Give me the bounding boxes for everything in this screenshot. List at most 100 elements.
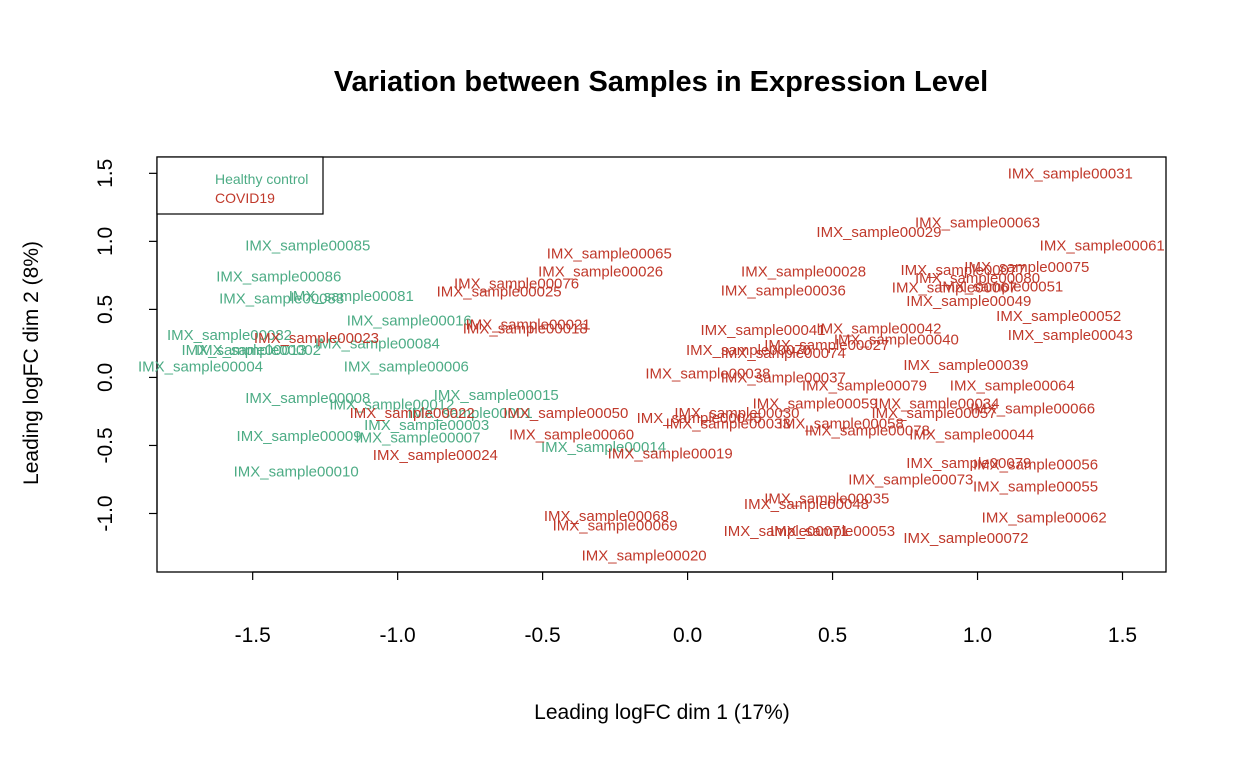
sample-point-label: IMX_sample00060 [509,427,634,444]
x-tick-label: 0.0 [673,624,702,647]
sample-point-label: IMX_sample00027 [764,337,889,354]
sample-point-label: IMX_sample00062 [982,510,1107,527]
sample-point-label: IMX_sample00042 [816,320,941,337]
sample-point-label: IMX_sample00023 [254,330,379,347]
sample-point-label: IMX_sample00020 [582,548,707,565]
sample-point-label: IMX_sample00024 [373,447,498,464]
sample-point-label: IMX_sample00043 [1008,327,1133,344]
sample-point-label: IMX_sample00063 [915,214,1040,231]
y-tick-label: 1.5 [94,159,117,188]
sample-point-label: IMX_sample00015 [434,387,559,404]
legend-box [156,156,324,215]
sample-point-label: IMX_sample00073 [848,471,973,488]
sample-point-label: IMX_sample00056 [973,457,1098,474]
sample-point-label: IMX_sample00004 [138,359,263,376]
sample-point-label: IMX_sample00079 [802,378,927,395]
sample-labels: IMX_sample00085 IMX_sample00086 IMX_sample… [138,165,1165,564]
y-axis: -1.0 -0.5 0.0 0.5 1.0 1.5 [94,159,158,532]
x-tick-label: 1.0 [963,624,992,647]
sample-point-label: IMX_sample00034 [874,395,999,412]
x-axis-label: Leading logFC dim 1 (17%) [534,701,790,724]
sample-point-label: IMX_sample00037 [721,369,846,386]
sample-point-label: IMX_sample00049 [906,293,1031,310]
chart-title: Variation between Samples in Expression … [334,66,988,98]
sample-point-label: IMX_sample00057 [872,405,997,422]
sample-point-label: IMX_sample00018 [463,320,588,337]
sample-point-label: IMX_sample00016 [347,312,472,329]
y-tick-label: 0.5 [94,295,117,324]
sample-point-label: IMX_sample00019 [608,446,733,463]
y-tick-label: -0.5 [94,427,117,463]
x-tick-label: -0.5 [525,624,561,647]
sample-point-label: IMX_sample00053 [770,523,895,540]
sample-point-label: IMX_sample00065 [547,246,672,263]
sample-point-label: IMX_sample00006 [344,359,469,376]
sample-point-label: IMX_sample00040 [834,331,959,348]
sample-point-label: IMX_sample00021 [466,316,591,333]
x-tick-label: -1.0 [380,624,416,647]
sample-point-label: IMX_sample00041 [700,322,825,339]
legend-entry-healthy-control: Healthy control [215,171,308,187]
sample-point-label: IMX_sample00012 [329,397,454,414]
sample-point-label: IMX_sample00035 [764,491,889,508]
legend-entry-covid19: COVID19 [215,190,275,206]
sample-point-label: IMX_sample00002 [196,342,321,359]
legend: Healthy control COVID19 [156,156,324,215]
x-tick-label: -1.5 [235,624,271,647]
y-tick-label: 1.0 [94,227,117,256]
sample-point-label: IMX_sample00001 [408,405,533,422]
sample-point-label: IMX_sample00083 [219,291,344,308]
sample-point-label: IMX_sample00050 [503,405,628,422]
sample-point-label: IMX_sample00076 [454,276,579,293]
sample-point-label: IMX_sample00022 [350,405,475,422]
x-tick-label: 1.5 [1108,624,1137,647]
sample-point-label: IMX_sample00077 [901,262,1026,279]
sample-point-label: IMX_sample00071 [724,523,849,540]
sample-point-label: IMX_sample00085 [245,237,370,254]
x-axis: -1.5 -1.0 -0.5 0.0 0.5 1.0 1.5 [235,571,1137,647]
sample-point-label: IMX_sample00079 [906,455,1031,472]
sample-point-label: IMX_sample00061 [1040,237,1165,254]
sample-point-label: IMX_sample00031 [1008,165,1133,182]
sample-point-label: IMX_sample00029 [816,224,941,241]
sample-point-label: IMX_sample00007 [355,429,480,446]
sample-point-label: IMX_sample00059 [753,395,878,412]
sample-point-label: IMX_sample00052 [996,308,1121,325]
sample-point-label: IMX_sample00013 [181,342,306,359]
sample-point-label: IMX_sample00010 [234,463,359,480]
sample-point-label: IMX_sample00068 [544,508,669,525]
y-tick-label: -1.0 [94,495,117,531]
sample-point-label: IMX_sample00003 [364,417,489,434]
sample-point-label: IMX_sample00084 [315,335,440,352]
sample-point-label: IMX_sample00008 [245,390,370,407]
sample-point-label: IMX_sample00067 [892,280,1017,297]
x-tick-label: 0.5 [818,624,847,647]
sample-point-label: IMX_sample00051 [938,278,1063,295]
sample-point-label: IMX_sample00009 [237,428,362,445]
sample-point-label: IMX_sample00058 [779,416,904,433]
sample-point-label: IMX_sample00036 [721,282,846,299]
sample-point-label: IMX_sample00074 [721,345,846,362]
sample-point-label: IMX_sample00066 [970,401,1095,418]
sample-point-label: IMX_sample00086 [216,269,341,286]
sample-point-label: IMX_sample00069 [553,518,678,535]
sample-point-label: IMX_sample00045 [637,410,762,427]
sample-point-label: IMX_sample00033 [666,416,791,433]
sample-point-label: IMX_sample00055 [973,478,1098,495]
y-axis-label: Leading logFC dim 2 (8%) [20,241,43,485]
sample-point-label: IMX_sample00038 [645,365,770,382]
sample-point-label: IMX_sample00075 [964,259,1089,276]
sample-point-label: IMX_sample00039 [903,357,1028,374]
y-tick-label: 0.0 [94,363,117,392]
sample-point-label: IMX_sample00028 [741,263,866,280]
sample-point-label: IMX_sample00081 [289,288,414,305]
sample-point-label: IMX_sample00082 [167,327,292,344]
sample-point-label: IMX_sample00014 [541,439,666,456]
sample-point-label: IMX_sample00048 [744,496,869,513]
sample-point-label: IMX_sample00078 [805,422,930,439]
sample-point-label: IMX_sample00025 [437,284,562,301]
sample-point-label: IMX_sample00026 [538,263,663,280]
sample-point-label: IMX_sample00064 [950,378,1075,395]
sample-point-label: IMX_sample00044 [909,427,1034,444]
